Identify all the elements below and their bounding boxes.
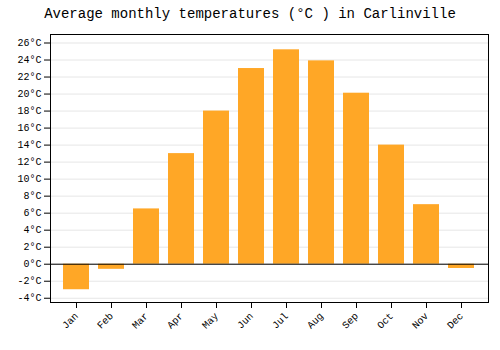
svg-text:8°C: 8°C	[23, 191, 41, 202]
svg-text:Sep: Sep	[340, 311, 361, 332]
svg-text:Mar: Mar	[130, 311, 151, 332]
svg-text:May: May	[200, 311, 221, 332]
svg-text:10°C: 10°C	[17, 174, 41, 185]
svg-text:Aug: Aug	[305, 311, 326, 332]
svg-text:Apr: Apr	[165, 311, 186, 332]
svg-text:-2°C: -2°C	[17, 276, 41, 287]
html-text:Average monthly temperatures (: Average monthly temperatures (°C ) in Ca…	[44, 6, 456, 22]
svg-text:0°C: 0°C	[23, 259, 41, 270]
svg-text:Dec: Dec	[445, 311, 466, 332]
svg-text:14°C: 14°C	[17, 140, 41, 151]
svg-text:6°C: 6°C	[23, 208, 41, 219]
svg-text:Jan: Jan	[60, 311, 81, 332]
svg-text:20°C: 20°C	[17, 89, 41, 100]
svg-text:26°C: 26°C	[17, 38, 41, 49]
svg-text:Nov: Nov	[410, 311, 431, 332]
svg-text:16°C: 16°C	[17, 123, 41, 134]
svg-text:24°C: 24°C	[17, 55, 41, 66]
svg-text:2°C: 2°C	[23, 242, 41, 253]
svg-text:Jul: Jul	[270, 311, 291, 332]
svg-text:22°C: 22°C	[17, 72, 41, 83]
svg-text:4°C: 4°C	[23, 225, 41, 236]
svg-text:-4°C: -4°C	[17, 293, 41, 304]
svg-text:12°C: 12°C	[17, 157, 41, 168]
svg-text:Oct: Oct	[375, 311, 396, 332]
svg-text:18°C: 18°C	[17, 106, 41, 117]
svg-text:Jun: Jun	[235, 311, 256, 332]
svg-text:Feb: Feb	[95, 311, 116, 332]
